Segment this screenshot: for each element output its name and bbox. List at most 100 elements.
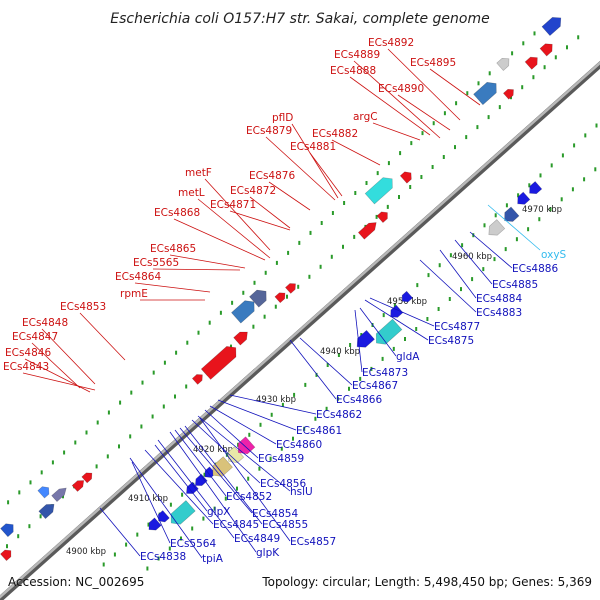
- tick-dot: [320, 221, 323, 225]
- tick-dot: [511, 51, 514, 56]
- tick-dot: [63, 450, 66, 455]
- tick-dot: [515, 237, 518, 242]
- gene-arrow: [148, 517, 162, 531]
- tick-dot: [274, 304, 277, 309]
- leader-line: [289, 339, 337, 400]
- gene-label-reverse: ECs4875: [428, 335, 474, 347]
- tick-dot: [219, 310, 222, 315]
- gene-label-reverse: ECs4838: [140, 551, 186, 563]
- tick-dot: [29, 480, 32, 485]
- tick-dot: [298, 240, 301, 245]
- gene-arrow: [233, 331, 248, 346]
- tick-dot: [550, 163, 553, 168]
- tick-dot: [169, 502, 172, 507]
- tick-dot: [415, 327, 418, 331]
- leader-line: [369, 297, 435, 327]
- tick-label: 4970 kbp: [522, 205, 562, 215]
- leader-line: [41, 328, 96, 385]
- gene-feature: [517, 191, 531, 205]
- tick-dot: [185, 384, 188, 389]
- gene-label-reverse: ECs4873: [362, 367, 408, 379]
- tick-dot: [466, 91, 469, 96]
- tick-dot: [269, 456, 272, 461]
- gene-arrow: [502, 88, 514, 100]
- leader-line: [268, 181, 311, 211]
- gene-arrow: [496, 57, 510, 71]
- leader-line: [31, 342, 81, 389]
- gene-arrow: [401, 290, 414, 303]
- gene-feature: [473, 81, 497, 106]
- gene-arrow: [170, 500, 196, 525]
- tick-dot: [287, 250, 290, 255]
- tick-dot: [431, 165, 434, 169]
- tick-dot: [118, 444, 120, 449]
- tick-dot: [253, 280, 256, 285]
- tick-label: 4900 kbp: [66, 547, 106, 557]
- tick-dot: [398, 195, 400, 199]
- tick-dot: [392, 346, 395, 351]
- gene-label-reverse: ECs4854: [252, 508, 298, 520]
- gene-label-forward: ECs4882: [312, 128, 358, 140]
- gene-labels: ECs4843 ECs4846 ECs4847 ECs4848 ECs4853 rpmE E…: [3, 37, 567, 565]
- tick-dot: [477, 81, 480, 86]
- tick-dot: [399, 151, 402, 156]
- gene-feature: [227, 446, 245, 464]
- tick-dot: [28, 524, 31, 529]
- tick-dot: [521, 85, 524, 90]
- tick-dot: [438, 263, 441, 268]
- gene-label-forward: ECs4853: [60, 301, 106, 313]
- gene-feature: [0, 523, 14, 538]
- gene-label-reverse: ECs4883: [476, 307, 522, 319]
- leader-line: [265, 136, 336, 201]
- tick-dot: [543, 65, 546, 70]
- leader-line: [359, 307, 397, 357]
- tick-dot: [252, 324, 255, 329]
- tick-dot: [476, 125, 479, 130]
- gene-feature: [81, 472, 93, 484]
- gene-feature: [0, 549, 12, 562]
- gene-feature: [488, 219, 506, 236]
- tick-label: 4910 kbp: [128, 494, 168, 504]
- gene-feature: [274, 292, 286, 304]
- gene-feature: [496, 57, 510, 71]
- tick-dot: [487, 115, 490, 120]
- gene-feature: [71, 480, 85, 492]
- gene-feature: [357, 222, 377, 240]
- gene-arrow: [376, 211, 388, 224]
- tick-dot: [162, 404, 165, 409]
- tick-label: 4920 kbp: [193, 445, 233, 455]
- tick-dot: [354, 191, 357, 195]
- gene-feature: [401, 290, 414, 303]
- backbone: [0, 60, 600, 600]
- tick-dot: [264, 270, 267, 275]
- tick-dot: [113, 552, 116, 557]
- leader-line: [387, 48, 461, 121]
- tick-dot: [7, 500, 10, 505]
- gene-label-forward: ECs4843: [3, 361, 49, 373]
- gene-arrow: [529, 181, 543, 195]
- tick-dot: [381, 356, 384, 361]
- gene-arrow: [38, 503, 55, 520]
- tick-dot: [443, 111, 446, 116]
- gene-label-forward: ECs4889: [334, 49, 380, 61]
- leader-line: [364, 299, 429, 341]
- tick-dot: [583, 177, 586, 182]
- tick-dot: [528, 183, 531, 188]
- tick-dot: [186, 340, 189, 345]
- leader-line: [397, 94, 451, 131]
- tick-dot: [538, 217, 541, 222]
- tick-dot: [174, 394, 176, 399]
- tick-dot: [561, 153, 564, 158]
- tick-dot: [554, 55, 557, 60]
- tick-dot: [180, 536, 182, 541]
- gene-label-reverse: ECs4884: [476, 293, 522, 305]
- tick-dot: [136, 532, 139, 537]
- leader-line: [199, 417, 291, 542]
- gene-label-reverse: ECs4852: [226, 491, 272, 503]
- leader-line: [79, 312, 126, 361]
- gene-feature: [237, 436, 256, 455]
- tick-dot: [539, 173, 542, 178]
- tick-dot: [421, 131, 424, 136]
- leader-line: [173, 218, 266, 261]
- gene-label-reverse: ECs4857: [290, 536, 336, 548]
